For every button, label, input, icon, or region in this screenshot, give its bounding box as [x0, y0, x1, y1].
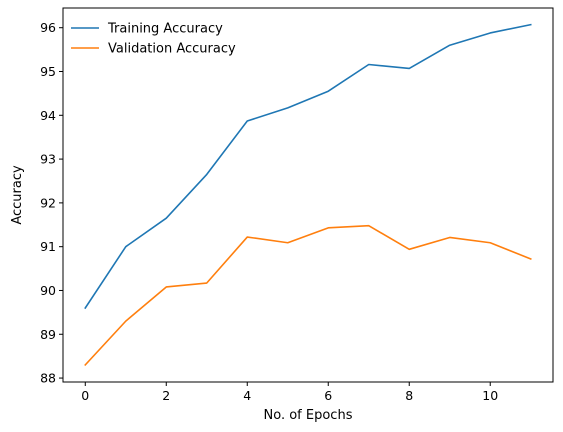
plot-lines: [84, 23, 532, 367]
series-line-training-accuracy: [84, 23, 532, 310]
y-tick-label: 93: [40, 152, 56, 167]
legend-label: Training Accuracy: [107, 22, 223, 37]
x-axis-title: No. of Epochs: [264, 408, 353, 423]
legend: Training Accuracy Validation Accuracy: [71, 22, 236, 57]
y-tick-label: 95: [40, 64, 56, 79]
x-tick-label: 10: [482, 388, 498, 403]
y-tick-label: 90: [40, 283, 56, 298]
plot-frame: [62, 7, 554, 383]
y-axis-title: Accuracy: [10, 165, 25, 225]
x-tick-label: 8: [405, 388, 413, 403]
y-tick-label: 92: [40, 195, 56, 210]
x-tick-label: 2: [162, 388, 170, 403]
x-tick-label: 4: [243, 388, 251, 403]
x-tick-label: 6: [324, 388, 332, 403]
y-axis-ticks: 88 89 90 91 92 93 94 95 96: [40, 20, 63, 386]
y-tick-label: 91: [40, 239, 56, 254]
x-axis-ticks: 0 2 4 6 8 10: [81, 382, 498, 403]
y-tick-label: 96: [40, 20, 56, 35]
x-tick-label: 0: [81, 388, 89, 403]
y-tick-label: 94: [40, 108, 56, 123]
y-tick-label: 89: [40, 327, 56, 342]
series-line-validation-accuracy: [84, 224, 532, 367]
y-tick-label: 88: [40, 371, 56, 386]
legend-label: Validation Accuracy: [108, 42, 236, 57]
